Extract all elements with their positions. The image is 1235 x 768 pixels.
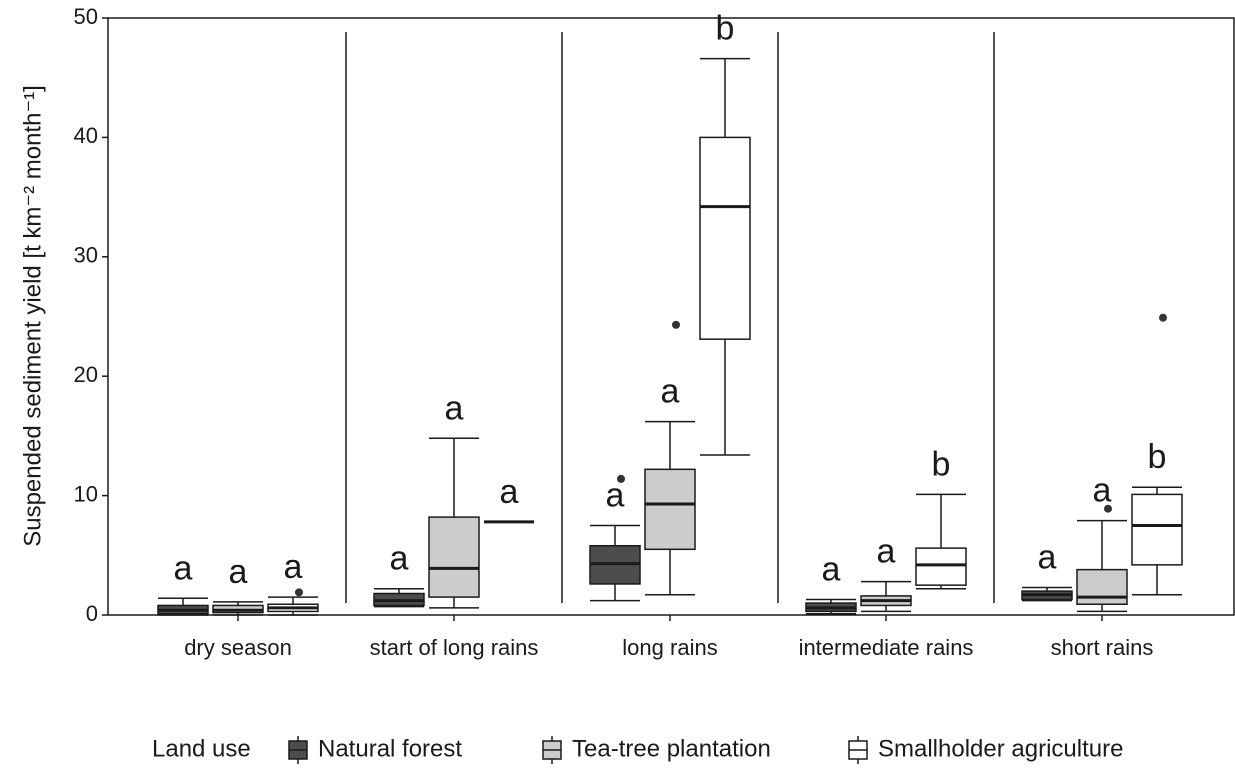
box <box>428 516 480 598</box>
y-tick-label: 40 <box>74 123 98 148</box>
box <box>1131 493 1183 566</box>
y-tick-label: 20 <box>74 362 98 387</box>
x-tick-label: start of long rains <box>370 635 539 660</box>
significance-letter: a <box>661 373 680 411</box>
significance-letter: a <box>1093 472 1112 510</box>
legend-label: Natural forest <box>318 735 462 762</box>
x-tick-label: short rains <box>1051 635 1154 660</box>
legend-label: Smallholder agriculture <box>878 735 1123 762</box>
outlier <box>617 474 625 483</box>
significance-letter: a <box>877 533 896 571</box>
x-tick-label: dry season <box>184 635 292 660</box>
y-tick-label: 30 <box>74 243 98 268</box>
significance-letter: a <box>500 473 519 511</box>
significance-letter: b <box>716 10 735 48</box>
box <box>1076 568 1128 606</box>
x-tick-label: long rains <box>622 635 717 660</box>
significance-letter: a <box>822 550 841 588</box>
box <box>644 468 696 551</box>
outlier <box>1159 313 1167 322</box>
y-tick-label: 0 <box>86 601 98 626</box>
significance-letter: a <box>1038 539 1057 577</box>
y-tick-label: 50 <box>74 4 98 29</box>
y-tick-label: 10 <box>74 481 98 506</box>
significance-letter: b <box>1148 438 1167 476</box>
legend-label: Tea-tree plantation <box>572 735 771 762</box>
y-axis-label: Suspended sediment yield [t km⁻² month⁻¹… <box>19 85 46 547</box>
legend-title: Land use <box>152 735 251 762</box>
outlier <box>672 320 680 329</box>
significance-letter: b <box>932 445 951 483</box>
outlier <box>295 588 303 597</box>
significance-letter: a <box>174 549 193 587</box>
significance-letter: a <box>445 389 464 427</box>
outlier <box>1104 504 1112 513</box>
plot-frame <box>107 17 1235 616</box>
significance-letter: a <box>229 553 248 591</box>
box <box>915 547 967 586</box>
significance-letter: a <box>606 476 625 514</box>
significance-letter: a <box>390 540 409 578</box>
x-tick-label: intermediate rains <box>799 635 974 660</box>
box <box>699 136 751 340</box>
significance-letter: a <box>284 548 303 586</box>
